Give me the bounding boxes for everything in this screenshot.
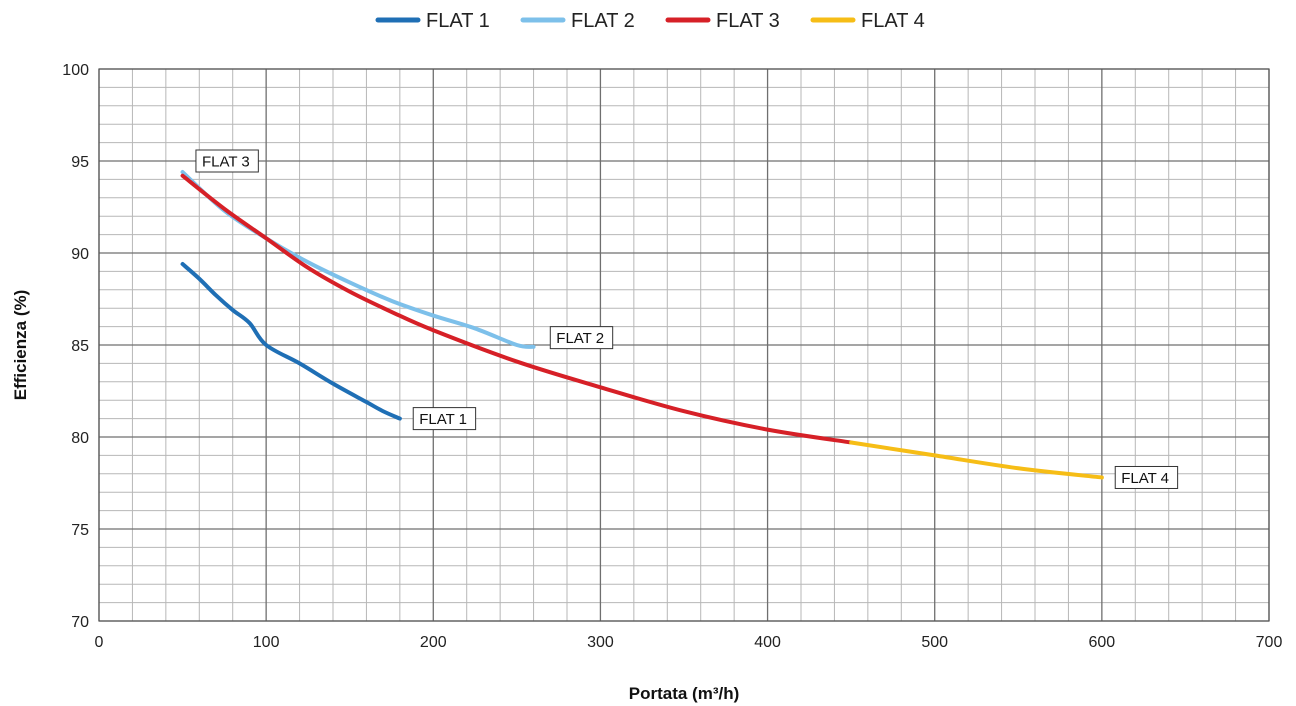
x-tick-label: 300 <box>587 634 614 651</box>
annotation-box <box>549 326 614 350</box>
series-line-flat-3 <box>180 173 854 445</box>
annotation-flat-4: FLAT 4 <box>1114 465 1179 489</box>
legend-item-flat-4: FLAT 4 <box>810 10 925 32</box>
x-tick-label: 400 <box>754 634 781 651</box>
x-tick-label: 0 <box>95 634 104 651</box>
y-axis-ticks: 70 75 80 85 90 95 100 <box>62 62 89 631</box>
y-axis-title: Efficienza (%) <box>11 290 30 401</box>
annotation-flat-3: FLAT 3 <box>195 149 259 173</box>
y-tick-label: 70 <box>71 614 89 631</box>
x-tick-label: 600 <box>1089 634 1116 651</box>
legend-item-flat-2: FLAT 2 <box>520 10 635 32</box>
annotation-label: FLAT 2 <box>556 330 604 347</box>
legend-label: FLAT 4 <box>861 10 925 32</box>
grid-major <box>98 68 1270 622</box>
legend-label: FLAT 2 <box>571 10 635 32</box>
annotation-box <box>412 407 477 431</box>
y-tick-label: 85 <box>71 338 89 355</box>
x-tick-label: 700 <box>1256 634 1283 651</box>
series-line-flat-1 <box>180 262 402 421</box>
annotation-flat-2: FLAT 2 <box>549 326 614 350</box>
annotation-box <box>195 149 259 173</box>
legend-label: FLAT 3 <box>716 10 780 32</box>
series-layer <box>180 170 1104 480</box>
y-tick-label: 80 <box>71 430 89 447</box>
y-tick-label: 100 <box>62 62 89 79</box>
x-tick-label: 200 <box>420 634 447 651</box>
x-tick-label: 500 <box>921 634 948 651</box>
legend-item-flat-1: FLAT 1 <box>375 10 490 32</box>
legend-item-flat-3: FLAT 3 <box>665 10 780 32</box>
annotation-label: FLAT 1 <box>419 411 467 428</box>
x-axis-ticks: 0 100 200 300 400 500 600 700 <box>95 634 1283 651</box>
x-axis-title: Portata (m³/h) <box>629 684 740 703</box>
annotation-label: FLAT 4 <box>1121 470 1169 487</box>
annotation-layer: FLAT 3 FLAT 2 FLAT 1 FLAT 4 <box>195 149 1179 489</box>
y-tick-label: 95 <box>71 154 89 171</box>
legend-label: FLAT 1 <box>426 10 490 32</box>
annotation-flat-1: FLAT 1 <box>412 407 477 431</box>
y-tick-label: 90 <box>71 246 89 263</box>
plot-frame <box>98 68 1270 622</box>
y-tick-label: 75 <box>71 522 89 539</box>
annotation-box <box>1114 465 1179 489</box>
x-tick-label: 100 <box>253 634 280 651</box>
legend: FLAT 1 FLAT 2 FLAT 3 FLAT 4 <box>375 10 925 32</box>
series-line-flat-4 <box>849 440 1104 480</box>
annotation-label: FLAT 3 <box>202 154 250 171</box>
